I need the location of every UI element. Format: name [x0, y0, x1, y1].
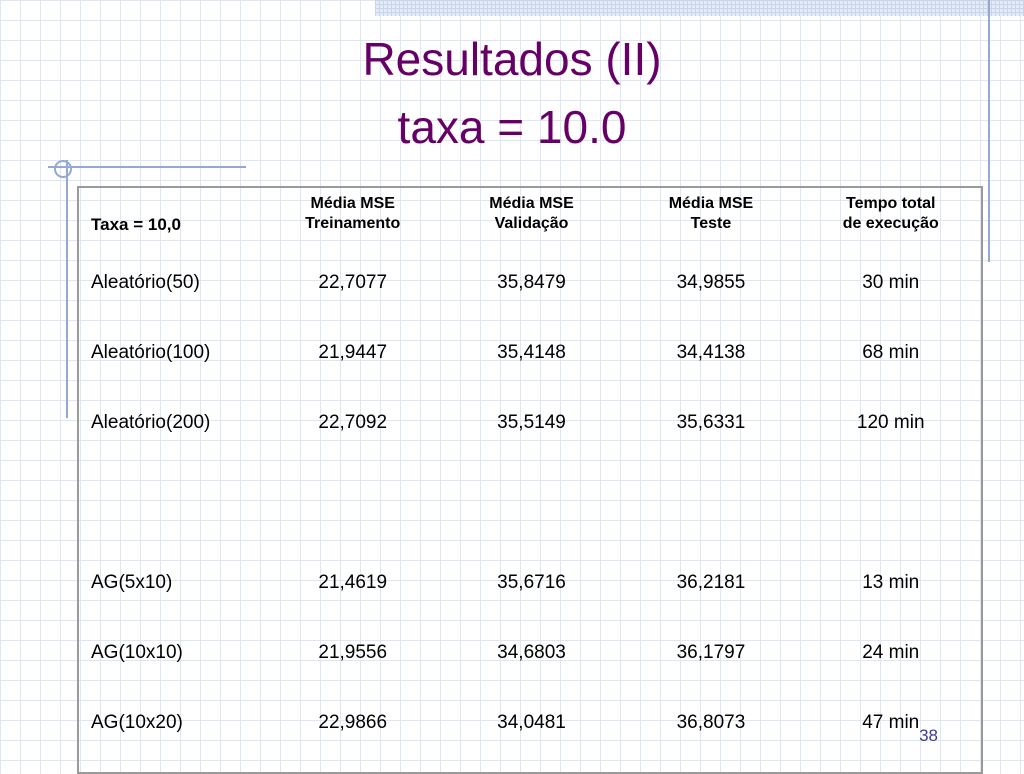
- row-label: AG(10x20): [91, 712, 183, 733]
- table-spacer-row: [78, 472, 982, 562]
- spacer-cell: [621, 472, 800, 562]
- table-row: AG(10x10) 21,9556 34,6803 36,1797 24 min: [78, 632, 982, 702]
- table-row: Aleatório(50) 22,7077 35,8479 34,9855 30…: [78, 262, 982, 332]
- header-mse-validation-line1: Média MSE: [489, 195, 574, 212]
- cell-mse-validation: 34,6803: [497, 642, 566, 663]
- cell-mse-test: 36,8073: [676, 712, 746, 733]
- header-mse-training-line1: Média MSE: [310, 195, 395, 212]
- header-total-time-line2: de execução: [842, 215, 939, 232]
- table-row: AG(10x20) 22,9866 34,0481 36,8073 47 min: [78, 702, 982, 773]
- header-mse-validation: Média MSE Validação: [442, 187, 622, 262]
- table-row: AG(5x10) 21,4619 35,6716 36,2181 13 min: [78, 562, 982, 632]
- page-number: 38: [919, 726, 938, 745]
- cell-mse-test: 36,2181: [676, 572, 746, 593]
- spacer-cell: [442, 472, 622, 562]
- row-label: Aleatório(50): [91, 272, 200, 293]
- left-vertical-decorative-line: [66, 160, 68, 418]
- cell-total-time: 30 min: [862, 272, 920, 293]
- results-table: Taxa = 10,0 Média MSE Treinamento Média …: [77, 186, 983, 774]
- table-row: Aleatório(100) 21,9447 35,4148 34,4138 6…: [78, 332, 982, 402]
- cell-total-time: 13 min: [862, 572, 920, 593]
- row-label: AG(10x10): [91, 642, 183, 663]
- cell-mse-training: 22,7077: [318, 272, 388, 293]
- header-mse-training-line2: Treinamento: [305, 215, 401, 232]
- cell-mse-test: 34,9855: [676, 272, 746, 293]
- header-mse-test: Média MSE Teste: [621, 187, 800, 262]
- header-total-time: Tempo total de execução: [800, 187, 982, 262]
- cell-mse-training: 22,7092: [318, 412, 388, 433]
- cell-mse-training: 21,9447: [318, 342, 388, 363]
- table-row: Aleatório(200) 22,7092 35,5149 35,6331 1…: [78, 402, 982, 472]
- header-total-time-line1: Tempo total: [845, 195, 936, 212]
- slide-title-line-1: Resultados (II): [362, 33, 662, 85]
- cell-mse-training: 22,9866: [318, 712, 388, 733]
- header-mse-validation-line2: Validação: [494, 215, 569, 232]
- cell-total-time: 120 min: [856, 412, 925, 433]
- row-label: AG(5x10): [91, 572, 173, 593]
- right-decorative-line: [988, 0, 990, 262]
- cell-mse-validation: 35,5149: [497, 412, 566, 433]
- cell-total-time: 68 min: [862, 342, 920, 363]
- header-mse-test-line2: Teste: [690, 215, 732, 232]
- top-decorative-band: [375, 0, 1024, 16]
- slide-title-line-2: taxa = 10.0: [397, 101, 627, 153]
- header-taxa: Taxa = 10,0: [91, 215, 181, 234]
- header-mse-training: Média MSE Treinamento: [264, 187, 442, 262]
- spacer-cell: [800, 472, 982, 562]
- spacer-cell: [264, 472, 442, 562]
- cell-mse-test: 35,6331: [676, 412, 746, 433]
- decorative-circle: [54, 160, 72, 178]
- table-header-row: Taxa = 10,0 Média MSE Treinamento Média …: [78, 187, 982, 262]
- cell-mse-test: 34,4138: [676, 342, 746, 363]
- cell-mse-test: 36,1797: [676, 642, 746, 663]
- cell-total-time: 24 min: [862, 642, 920, 663]
- cell-mse-validation: 35,6716: [497, 572, 566, 593]
- row-label: Aleatório(200): [91, 412, 211, 433]
- cell-total-time: 47 min: [862, 712, 920, 733]
- left-decorative-line: [48, 166, 246, 168]
- cell-mse-validation: 35,4148: [497, 342, 566, 363]
- row-label: Aleatório(100): [91, 342, 211, 363]
- header-mse-test-line1: Média MSE: [668, 195, 754, 212]
- spacer-cell: [78, 472, 264, 562]
- cell-mse-validation: 35,8479: [497, 272, 566, 293]
- cell-mse-training: 21,4619: [318, 572, 388, 593]
- cell-mse-validation: 34,0481: [497, 712, 566, 733]
- cell-mse-training: 21,9556: [318, 642, 388, 663]
